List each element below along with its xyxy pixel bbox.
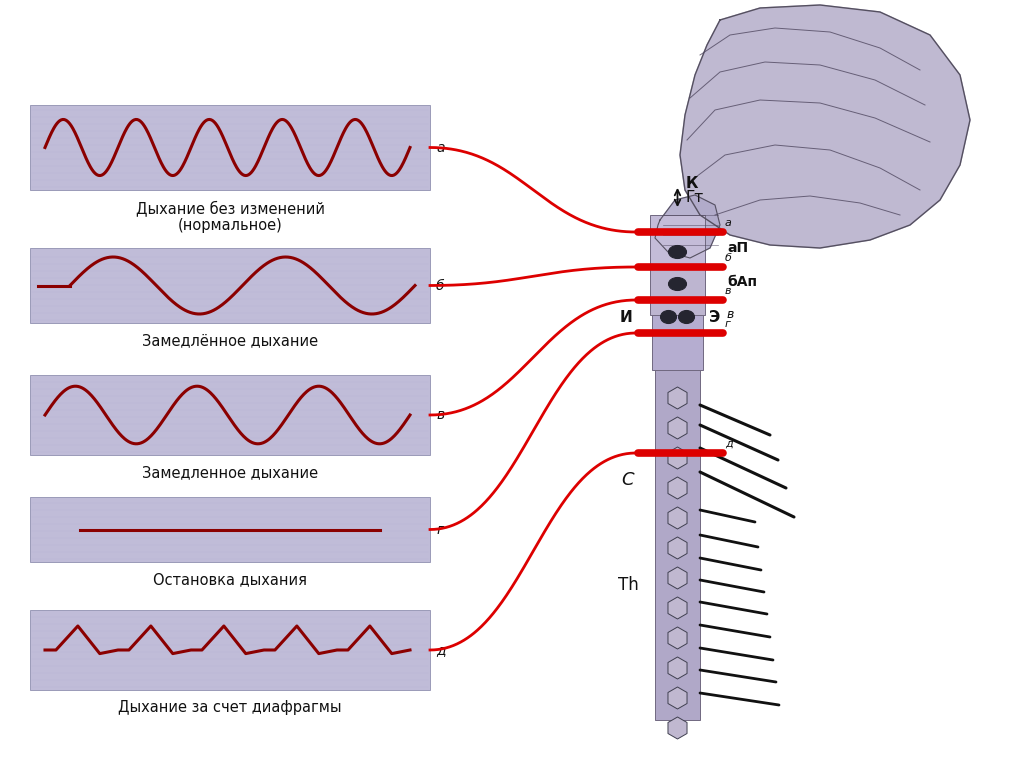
Text: Остановка дыхания: Остановка дыхания — [153, 572, 307, 587]
Bar — [650, 215, 705, 265]
Bar — [30, 248, 430, 323]
Bar — [650, 265, 705, 315]
Bar — [30, 375, 430, 455]
Polygon shape — [668, 447, 687, 469]
Polygon shape — [680, 5, 970, 248]
Text: Гт: Гт — [685, 190, 703, 206]
Polygon shape — [668, 537, 687, 559]
Text: б: б — [725, 253, 732, 263]
Bar — [30, 610, 430, 690]
Text: б: б — [436, 278, 444, 292]
Polygon shape — [668, 717, 687, 739]
Polygon shape — [668, 657, 687, 679]
Text: д: д — [725, 439, 733, 449]
Text: С: С — [622, 471, 634, 489]
Bar — [30, 497, 430, 562]
Text: Дыхание за счет диафрагмы: Дыхание за счет диафрагмы — [118, 700, 342, 715]
Polygon shape — [668, 597, 687, 619]
Text: в: в — [725, 286, 731, 296]
Text: д: д — [436, 643, 445, 657]
Polygon shape — [668, 417, 687, 439]
Ellipse shape — [679, 311, 694, 324]
Polygon shape — [668, 687, 687, 709]
Text: И: И — [620, 310, 632, 324]
Polygon shape — [668, 387, 687, 409]
Text: Э: Э — [709, 310, 720, 324]
Text: а: а — [725, 218, 732, 228]
Polygon shape — [668, 627, 687, 649]
Text: бАп: бАп — [727, 275, 757, 289]
Text: К: К — [685, 176, 698, 190]
Text: в: в — [727, 308, 734, 321]
Bar — [652, 315, 703, 370]
Text: Дыхание без изменений
(нормальное): Дыхание без изменений (нормальное) — [135, 200, 325, 233]
Bar — [655, 370, 700, 720]
Polygon shape — [655, 195, 720, 258]
Text: г: г — [436, 522, 443, 536]
Text: аП: аП — [727, 241, 749, 255]
Ellipse shape — [669, 278, 686, 291]
Text: г: г — [725, 319, 731, 329]
Polygon shape — [668, 477, 687, 499]
Ellipse shape — [660, 311, 677, 324]
Text: а: а — [436, 140, 444, 154]
Ellipse shape — [669, 245, 686, 258]
Text: Th: Th — [617, 576, 638, 594]
Polygon shape — [668, 567, 687, 589]
Text: в: в — [436, 408, 444, 422]
Bar — [30, 105, 430, 190]
Text: Замедленное дыхание: Замедленное дыхание — [142, 465, 318, 480]
Text: Замедлённое дыхание: Замедлённое дыхание — [142, 333, 318, 348]
Polygon shape — [668, 507, 687, 529]
